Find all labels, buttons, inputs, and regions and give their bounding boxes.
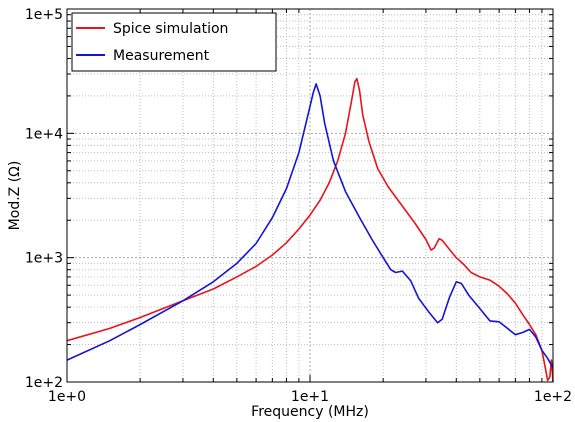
y-axis-label: Mod.Z (Ω) <box>7 161 23 231</box>
y-tick-label: 1e+3 <box>25 251 63 267</box>
y-tick-label: 1e+4 <box>25 126 63 142</box>
x-tick-label: 1e+0 <box>48 389 86 405</box>
legend-label-spice-simulation: Spice simulation <box>113 21 228 37</box>
x-tick-label: 1e+1 <box>291 389 329 405</box>
y-tick-label: 1e+2 <box>25 375 63 391</box>
tick-labels: 1e+0 1e+1 1e+2 1e+2 1e+3 1e+4 1e+5 <box>25 7 572 405</box>
legend-label-measurement: Measurement <box>113 48 210 64</box>
series-line-measurement <box>66 83 554 369</box>
y-tick-label: 1e+5 <box>25 7 63 23</box>
series-line-spice-simulation <box>66 77 554 383</box>
legend-box <box>71 12 277 72</box>
legend: Spice simulation Measurement <box>71 12 277 72</box>
x-axis-label: Frequency (MHz) <box>251 404 369 420</box>
x-tick-label: 1e+2 <box>534 389 572 405</box>
series-lines <box>66 77 554 383</box>
axis-ticks <box>66 8 554 383</box>
